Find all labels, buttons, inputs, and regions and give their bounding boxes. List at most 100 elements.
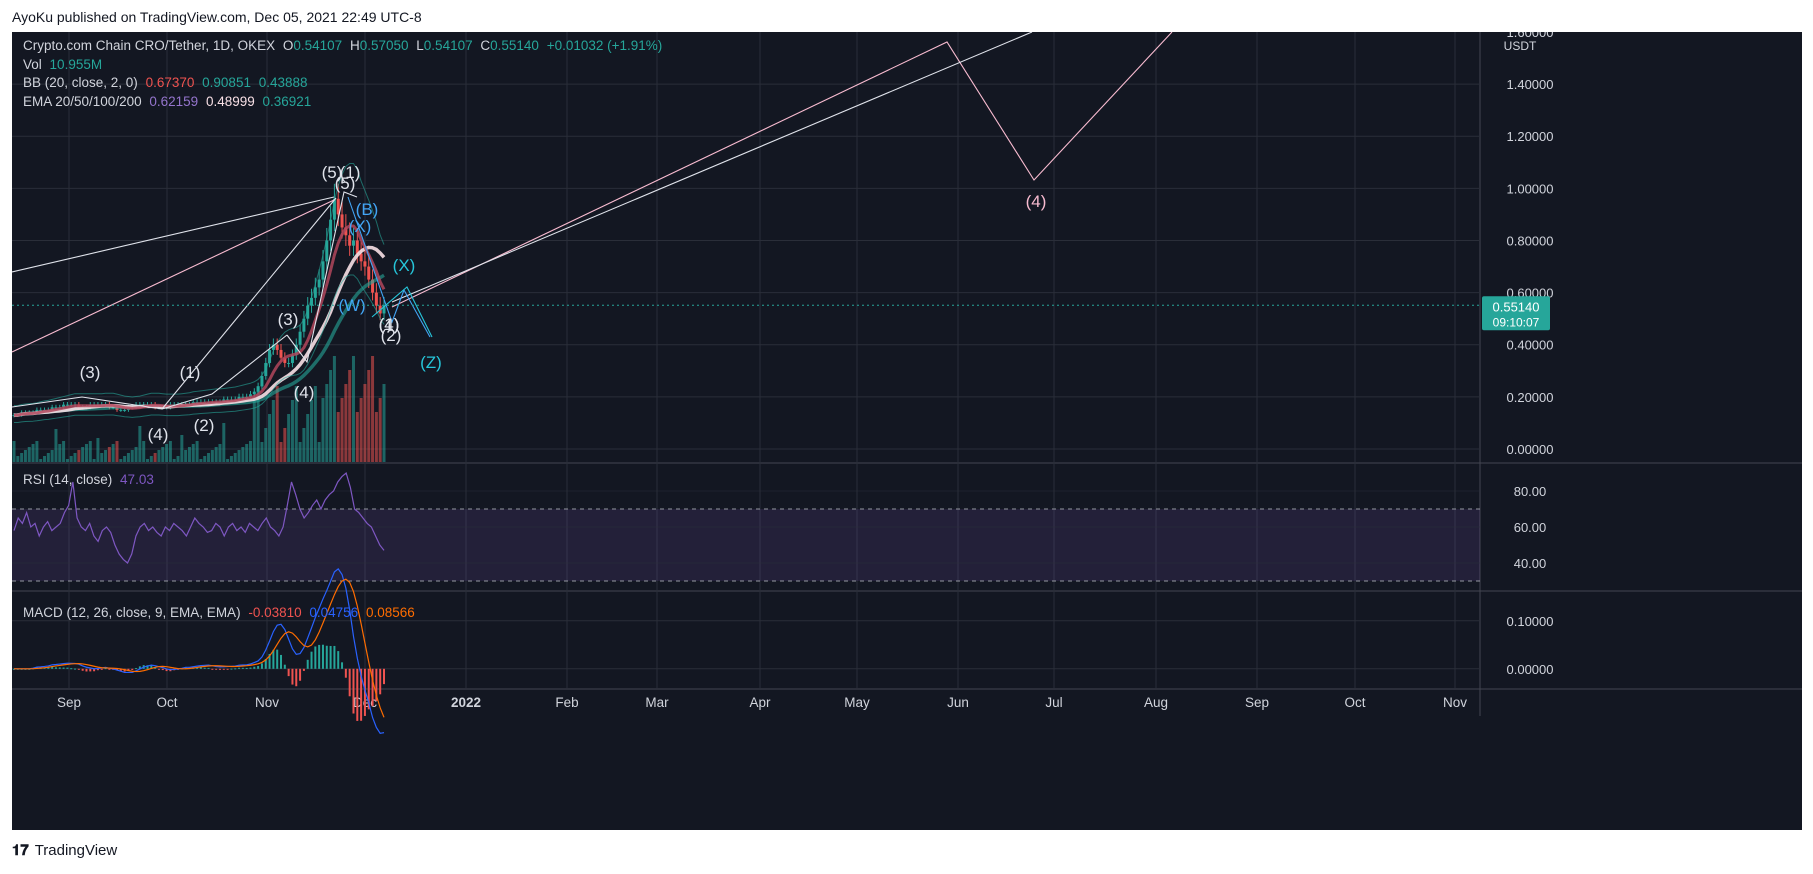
candle-body bbox=[367, 266, 371, 280]
volume-bar bbox=[20, 453, 24, 462]
volume-bar bbox=[355, 412, 359, 462]
volume-bar bbox=[210, 450, 214, 462]
chart-canvas[interactable]: SepOctNovDec2022FebMarAprMayJunJulAugSep… bbox=[12, 32, 1802, 830]
rsi-tick-label: 40.00 bbox=[1514, 556, 1547, 571]
wave-label: (X) bbox=[393, 256, 416, 275]
volume-bar bbox=[329, 370, 333, 462]
macd-hist-bar bbox=[318, 644, 321, 669]
candle-body bbox=[54, 407, 58, 409]
rsi-tick-label: 80.00 bbox=[1514, 484, 1547, 499]
legend-bb-lower: 0.43888 bbox=[258, 75, 308, 90]
candle-body bbox=[371, 279, 375, 293]
volume-bar bbox=[100, 453, 104, 462]
wave-label: (1) bbox=[340, 163, 361, 182]
volume-bar bbox=[43, 456, 47, 462]
macd-hist-bar bbox=[257, 665, 260, 669]
legend-low-label: L bbox=[416, 38, 424, 53]
legend-open: 0.54107 bbox=[293, 38, 343, 53]
rsi-line bbox=[13, 471, 385, 564]
macd-hist-bar bbox=[146, 665, 149, 669]
macd-hist-bar bbox=[283, 664, 286, 669]
macd-hist-bar bbox=[119, 668, 122, 672]
legend-macd-signal: 0.08566 bbox=[365, 605, 415, 620]
volume-bar bbox=[298, 442, 302, 462]
volume-bar bbox=[54, 429, 58, 462]
tradingview-logo-icon[interactable]: 𝟏𝟕 bbox=[12, 842, 29, 859]
candle-body bbox=[321, 261, 325, 280]
macd-hist-bar bbox=[62, 667, 65, 669]
volume-bar bbox=[88, 441, 92, 462]
footer: 𝟏𝟕 TradingView bbox=[12, 842, 117, 859]
x-tick-label: Oct bbox=[1344, 695, 1365, 710]
legend-high: 0.57050 bbox=[359, 38, 409, 53]
volume-bar bbox=[317, 442, 321, 462]
macd-hist-bar bbox=[47, 667, 50, 669]
legend-symbol[interactable]: Crypto.com Chain CRO/Tether, 1D, OKEX bbox=[23, 38, 276, 53]
legend-bb[interactable]: BB (20, close, 2, 0) 0.67370 0.90851 0.4… bbox=[23, 75, 312, 90]
legend-volume[interactable]: Vol 10.955M bbox=[23, 57, 106, 72]
last-price-text: 0.55140 bbox=[1493, 299, 1540, 314]
chart-area[interactable]: SepOctNovDec2022FebMarAprMayJunJulAugSep… bbox=[12, 32, 1802, 830]
volume-bar bbox=[130, 450, 134, 462]
volume-bar bbox=[126, 453, 130, 462]
macd-hist-bar bbox=[302, 668, 305, 671]
candle-body bbox=[62, 404, 66, 408]
candle-body bbox=[279, 349, 283, 358]
macd-hist-bar bbox=[325, 645, 328, 669]
legend-macd-label: MACD (12, 26, close, 9, EMA, EMA) bbox=[23, 605, 241, 620]
macd-hist-bar bbox=[379, 668, 382, 695]
volume-bar bbox=[46, 453, 50, 462]
price-tick-label: 1.00000 bbox=[1507, 181, 1554, 196]
macd-hist-bar bbox=[280, 654, 283, 669]
candle-body bbox=[325, 240, 329, 262]
volume-bar bbox=[264, 428, 268, 462]
macd-hist-bar bbox=[348, 668, 351, 697]
volume-bar bbox=[31, 444, 35, 462]
volume-bar bbox=[207, 453, 211, 462]
macd-hist-bar bbox=[138, 666, 141, 669]
volume-bar bbox=[12, 441, 16, 462]
footer-brand[interactable]: TradingView bbox=[34, 842, 118, 859]
macd-hist-bar bbox=[264, 658, 267, 669]
volume-bar bbox=[35, 441, 39, 462]
volume-bar bbox=[69, 456, 73, 462]
candle-body bbox=[336, 198, 340, 215]
x-tick-label: 2022 bbox=[451, 695, 481, 710]
candle-body bbox=[65, 404, 69, 406]
wave-label: (5) bbox=[335, 174, 356, 193]
volume-bar bbox=[374, 412, 378, 462]
legend-ema-label: EMA 20/50/100/200 bbox=[23, 94, 142, 109]
macd-hist-bar bbox=[127, 668, 130, 671]
legend-rsi[interactable]: RSI (14, close) 47.03 bbox=[23, 472, 158, 487]
volume-bar bbox=[218, 444, 222, 462]
wave-label: (2) bbox=[194, 416, 215, 435]
legend-bb-label: BB (20, close, 2, 0) bbox=[23, 75, 138, 90]
legend-ema[interactable]: EMA 20/50/100/200 0.62159 0.48999 0.3692… bbox=[23, 94, 315, 109]
macd-hist-bar bbox=[299, 668, 302, 681]
volume-bar bbox=[306, 414, 310, 462]
legend-macd[interactable]: MACD (12, 26, close, 9, EMA, EMA) -0.038… bbox=[23, 605, 419, 620]
wave-label: (1) bbox=[180, 363, 201, 382]
volume-bar bbox=[287, 414, 291, 462]
volume-bar bbox=[344, 384, 348, 462]
macd-tick-label: 0.10000 bbox=[1507, 614, 1554, 629]
volume-bar bbox=[340, 398, 344, 462]
candle-body bbox=[252, 391, 256, 395]
projection-path bbox=[391, 32, 1173, 308]
volume-bar bbox=[142, 441, 146, 462]
wave-label: (B) bbox=[356, 200, 379, 219]
macd-tick-label: 0.00000 bbox=[1507, 662, 1554, 677]
wave-label: (3) bbox=[80, 363, 101, 382]
candle-body bbox=[241, 396, 245, 398]
published-byline: AyoKu published on TradingView.com, Dec … bbox=[12, 9, 422, 25]
candle-body bbox=[294, 344, 298, 356]
price-tick-label: 0.40000 bbox=[1507, 338, 1554, 353]
legend-main: Crypto.com Chain CRO/Tether, 1D, OKEX O0… bbox=[23, 38, 666, 53]
candle-body bbox=[271, 344, 275, 350]
last-price-tag[interactable] bbox=[1482, 296, 1550, 331]
candle-body bbox=[306, 305, 310, 319]
macd-hist-bar bbox=[131, 668, 134, 670]
candle-body bbox=[50, 407, 54, 410]
x-tick-label: Jun bbox=[947, 695, 969, 710]
x-tick-label: Nov bbox=[1443, 695, 1467, 710]
